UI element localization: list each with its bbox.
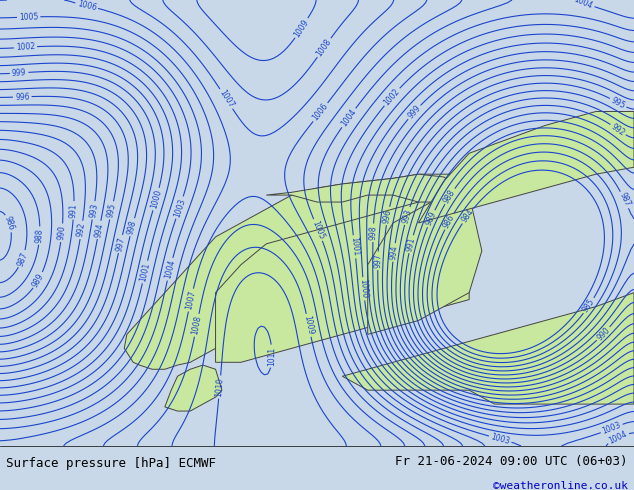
Text: 1002: 1002 [382, 87, 401, 107]
Text: 998: 998 [368, 225, 378, 240]
Text: 998: 998 [126, 219, 138, 235]
Text: 1004: 1004 [607, 429, 629, 446]
Text: 996: 996 [15, 92, 30, 101]
Polygon shape [342, 293, 634, 404]
Polygon shape [266, 174, 469, 202]
Text: 986: 986 [442, 213, 456, 230]
Text: 1004: 1004 [164, 259, 177, 280]
Text: 999: 999 [406, 104, 422, 121]
Text: 1007: 1007 [217, 88, 235, 109]
Text: 1003: 1003 [489, 432, 511, 446]
Text: 995: 995 [609, 96, 626, 110]
Text: Surface pressure [hPa] ECMWF: Surface pressure [hPa] ECMWF [6, 457, 216, 470]
Text: 987: 987 [618, 192, 631, 208]
Text: 993: 993 [401, 208, 413, 224]
Text: 1000: 1000 [358, 279, 369, 299]
Text: 984: 984 [460, 207, 476, 224]
Text: 1005: 1005 [310, 220, 326, 241]
Text: 997: 997 [373, 253, 383, 268]
Text: ©weatheronline.co.uk: ©weatheronline.co.uk [493, 481, 628, 490]
Text: 994: 994 [93, 222, 105, 238]
Text: 1008: 1008 [315, 37, 333, 58]
Polygon shape [368, 195, 482, 334]
Text: 1009: 1009 [292, 18, 311, 39]
Text: 1002: 1002 [16, 42, 36, 52]
Text: 989: 989 [424, 210, 438, 227]
Text: 985: 985 [581, 297, 597, 314]
Text: 1001: 1001 [349, 237, 360, 257]
Text: 1000: 1000 [149, 189, 163, 210]
Text: 1004: 1004 [339, 107, 358, 128]
Text: 1005: 1005 [19, 12, 39, 22]
Text: 1009: 1009 [302, 315, 315, 336]
Text: 1004: 1004 [573, 0, 594, 11]
Text: 994: 994 [389, 245, 399, 260]
Text: 989: 989 [30, 271, 46, 289]
Text: 986: 986 [3, 215, 16, 231]
Text: 1010: 1010 [214, 377, 225, 397]
Text: 996: 996 [382, 208, 394, 224]
Text: 995: 995 [106, 202, 117, 219]
Text: 988: 988 [35, 228, 44, 243]
Text: 1011: 1011 [267, 346, 276, 366]
Text: 1003: 1003 [172, 197, 187, 218]
Text: 992: 992 [76, 222, 87, 238]
Polygon shape [124, 174, 456, 369]
Text: 991: 991 [405, 236, 417, 252]
Text: 988: 988 [442, 188, 457, 205]
Text: 1001: 1001 [138, 262, 152, 282]
Text: 992: 992 [609, 122, 626, 138]
Text: 997: 997 [115, 236, 126, 252]
Text: 987: 987 [15, 250, 29, 267]
Text: 990: 990 [56, 225, 67, 241]
Text: 1007: 1007 [184, 290, 197, 311]
Text: 1003: 1003 [601, 421, 623, 436]
Text: 990: 990 [595, 325, 612, 342]
Text: 1008: 1008 [190, 315, 203, 336]
Text: 991: 991 [69, 203, 79, 218]
Polygon shape [216, 195, 469, 362]
Text: Fr 21-06-2024 09:00 UTC (06+03): Fr 21-06-2024 09:00 UTC (06+03) [395, 455, 628, 468]
Text: 1006: 1006 [311, 102, 330, 122]
Text: 999: 999 [11, 68, 27, 78]
Polygon shape [165, 365, 222, 411]
Polygon shape [418, 112, 634, 223]
Text: 993: 993 [88, 202, 99, 218]
Text: 1006: 1006 [76, 0, 97, 12]
